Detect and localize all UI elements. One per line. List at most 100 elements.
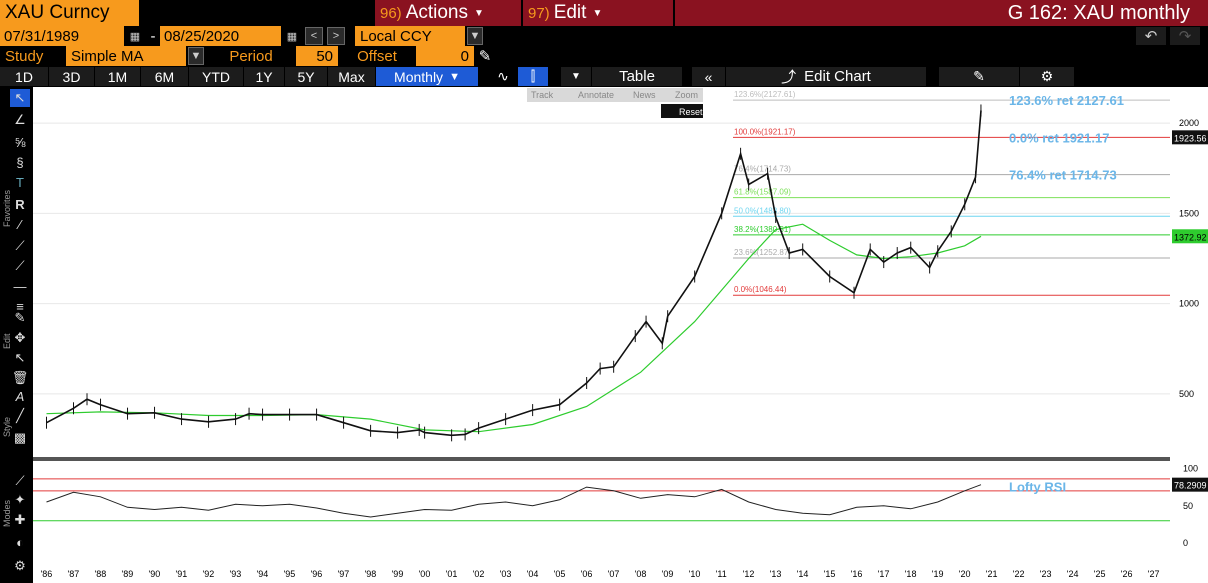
draw-line-icon[interactable]: ∠ (14, 112, 26, 127)
x-tick-label: '91 (176, 569, 188, 579)
study-bar: Study Simple MA ▼ Period 50 Offset 0 ✎ (0, 46, 1208, 66)
chevron-down-icon: ▼ (592, 7, 603, 19)
undo-icon[interactable]: ↶ (1136, 27, 1166, 45)
title-bar: XAU Curncy 96) Actions ▼ 97) Edit ▼ G 16… (0, 0, 1208, 26)
news-button[interactable]: News (633, 90, 656, 100)
bar-chart-icon[interactable]: ⫿ (518, 67, 548, 86)
brush-icon[interactable]: ⁄ (18, 216, 22, 232)
trendline-icon[interactable]: ⟋ (15, 238, 25, 253)
gear-icon[interactable]: ⚙ (1020, 67, 1074, 86)
channel-icon[interactable]: ≡ (16, 298, 24, 314)
move-icon[interactable]: ✥ (14, 330, 26, 345)
edit-menu[interactable]: 97) Edit ▼ (523, 0, 675, 26)
ray-icon[interactable]: ⟋ (15, 258, 25, 273)
pencil-icon[interactable]: ✎ (478, 48, 492, 65)
range-1y[interactable]: 1Y (244, 67, 284, 86)
rsi-tick-label: 50 (1183, 501, 1193, 511)
track-button[interactable]: Track (531, 90, 554, 100)
edit-label: Edit (2, 333, 12, 349)
r-tool-icon[interactable]: R (15, 196, 25, 212)
fill-icon[interactable]: ▩ (13, 430, 27, 445)
price-chart[interactable]: 123.6%(2127.61) 100.0%(1921.17) 76.4%(1714… (33, 87, 1208, 583)
measure-icon[interactable]: ⟋ (15, 473, 25, 488)
range-3d[interactable]: 3D (49, 67, 94, 86)
fibonacci-icon[interactable]: ⅝ (14, 134, 26, 150)
last-price-badge: 1923.56 (1174, 133, 1207, 143)
table-button[interactable]: Table (592, 67, 682, 86)
edit-pencil-icon[interactable]: ✎ (14, 310, 26, 325)
security-ticker[interactable]: XAU Curncy (0, 0, 139, 26)
x-tick-label: '24 (1067, 569, 1079, 579)
annotate-button[interactable]: Annotate (578, 90, 614, 100)
offset-field[interactable]: 0 (416, 46, 474, 66)
mode-icon[interactable]: ◐ (16, 534, 24, 550)
x-tick-label: '87 (68, 569, 80, 579)
x-tick-label: '08 (635, 569, 647, 579)
text-tool-icon[interactable]: T (16, 174, 24, 190)
chevron-down-icon[interactable]: ▼ (188, 47, 204, 65)
x-tick-label: '11 (716, 569, 727, 579)
edit-menu-label: Edit (553, 2, 587, 23)
range-ytd[interactable]: YTD (189, 67, 243, 86)
edit-chart-button[interactable]: ⤴ Edit Chart (726, 67, 926, 86)
x-tick-label: '26 (1121, 569, 1133, 579)
font-style-icon[interactable]: A (15, 388, 25, 404)
line-style-icon[interactable]: ╱ (16, 408, 24, 423)
gear-icon[interactable]: ⚙ (14, 558, 26, 573)
period-field[interactable]: 50 (296, 46, 338, 66)
x-tick-label: '15 (824, 569, 836, 579)
chevron-down-icon[interactable]: ▼ (561, 67, 591, 86)
zoom-button[interactable]: Zoom (675, 90, 698, 100)
x-tick-label: '03 (500, 569, 512, 579)
x-tick-label: '89 (122, 569, 134, 579)
cursor-icon[interactable]: ↖ (10, 89, 30, 107)
hline-icon[interactable]: — (13, 278, 27, 294)
end-date-field[interactable]: 08/25/2020 (160, 26, 281, 46)
chart-toolbar: 1D 3D 1M 6M YTD 1Y 5Y Max Monthly ▼ ∿ ⫿ … (0, 66, 1208, 87)
prev-arrow-icon[interactable]: < (305, 27, 323, 45)
trash-icon[interactable]: 🗑 (11, 370, 29, 385)
study-select[interactable]: Simple MA (66, 46, 186, 66)
start-date-field[interactable]: 07/31/1989 (0, 26, 124, 46)
redo-icon[interactable]: ↷ (1170, 27, 1200, 45)
x-tick-label: '04 (527, 569, 539, 579)
calendar-icon[interactable]: ▦ (126, 27, 144, 45)
crosshair-icon[interactable]: ✚ (14, 512, 26, 527)
x-tick-label: '98 (365, 569, 377, 579)
chevron-down-icon: ▼ (474, 7, 484, 19)
offset-label: Offset (357, 47, 397, 65)
line-chart-icon[interactable]: ∿ (489, 67, 517, 86)
frequency-select[interactable]: Monthly ▼ (376, 67, 478, 86)
range-max[interactable]: Max (328, 67, 375, 86)
chevron-down-icon: ▼ (449, 70, 460, 83)
pencil-icon[interactable]: ✎ (939, 67, 1019, 86)
last-price-badge-bg (1172, 130, 1208, 145)
rsi-label: Lofty RSI (1009, 479, 1066, 494)
x-tick-label: '18 (905, 569, 917, 579)
edit-chart-label: Edit Chart (804, 68, 871, 85)
rsi-tick-label: 100 (1183, 463, 1198, 473)
chart-title: G 162: XAU monthly (675, 0, 1208, 26)
next-arrow-icon[interactable]: > (327, 27, 345, 45)
calendar-icon[interactable]: ▦ (283, 27, 301, 45)
range-1m[interactable]: 1M (95, 67, 140, 86)
fib-time-icon[interactable]: § (16, 154, 24, 170)
select-icon[interactable]: ↖ (14, 350, 26, 365)
collapse-icon[interactable]: « (692, 67, 725, 86)
panel-divider[interactable] (33, 457, 1170, 461)
x-tick-label: '88 (95, 569, 107, 579)
currency-select[interactable]: Local CCY (355, 26, 465, 46)
actions-menu[interactable]: 96) Actions ▼ (375, 0, 523, 26)
chevron-down-icon[interactable]: ▼ (467, 27, 483, 45)
x-tick-label: '27 (1148, 569, 1160, 579)
x-tick-label: '96 (311, 569, 323, 579)
reset-button[interactable]: Reset (679, 107, 703, 117)
range-5y[interactable]: 5Y (285, 67, 327, 86)
rsi-tick-label: 0 (1183, 538, 1188, 548)
pin-icon[interactable]: ✦ (14, 492, 26, 507)
range-1d[interactable]: 1D (0, 67, 48, 86)
fib-callout: 123.6% ret 2127.61 (1009, 93, 1124, 108)
x-tick-label: '20 (959, 569, 971, 579)
range-6m[interactable]: 6M (141, 67, 188, 86)
x-tick-label: '90 (149, 569, 161, 579)
